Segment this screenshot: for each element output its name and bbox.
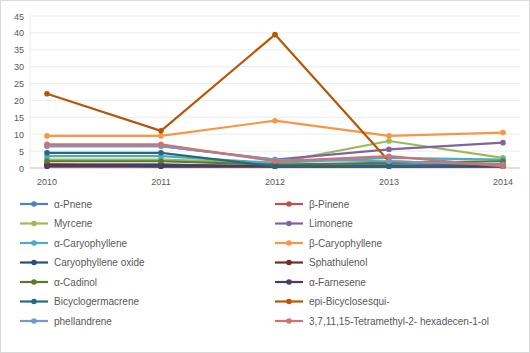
series-marker	[386, 147, 392, 153]
series-marker	[44, 150, 50, 156]
legend-marker	[31, 318, 37, 324]
chart-border	[1, 1, 530, 353]
plot-area	[44, 32, 506, 169]
series-marker	[386, 164, 392, 170]
series-marker	[44, 91, 50, 97]
series-marker	[158, 142, 164, 148]
series-marker	[272, 164, 278, 170]
series-marker	[386, 153, 392, 159]
legend-label: Limonene	[309, 218, 353, 229]
series-marker	[500, 164, 506, 170]
legend-marker	[31, 221, 37, 227]
y-tick-label: 30	[14, 62, 24, 72]
series-marker	[272, 164, 278, 170]
series-marker	[272, 164, 278, 170]
legend-marker	[286, 240, 292, 246]
series-marker	[158, 128, 164, 134]
legend-label: α-Caryophyllene	[54, 238, 127, 249]
y-tick-label: 45	[14, 12, 24, 22]
legend-marker	[31, 260, 37, 266]
y-tick-label: 5	[19, 147, 24, 157]
legend-marker	[286, 279, 292, 285]
grid-line	[30, 83, 520, 84]
grid-line	[30, 151, 520, 152]
series-marker	[272, 118, 278, 124]
series-marker	[158, 164, 164, 170]
series-marker	[44, 164, 50, 170]
series-marker	[272, 158, 278, 164]
series-marker	[272, 32, 278, 38]
legend-marker	[31, 299, 37, 305]
series-marker	[44, 158, 50, 164]
legend-label: α-Farnesene	[309, 277, 366, 288]
legend-marker	[286, 260, 292, 266]
legend-label: β-Pinene	[309, 199, 350, 210]
legend-label: 3,7,11,15-Tetramethyl-2- hexadecen-1-ol	[309, 316, 489, 327]
series-marker	[386, 164, 392, 170]
series-line	[47, 146, 503, 165]
series-marker	[44, 164, 50, 170]
series-marker	[272, 164, 278, 170]
grid-line	[30, 49, 520, 50]
series-marker	[158, 150, 164, 156]
legend-marker	[286, 201, 292, 207]
x-tick-label: 2011	[151, 177, 170, 187]
y-tick-label: 40	[14, 28, 24, 38]
legend-label: β-Caryophyllene	[309, 238, 382, 249]
legend-label: Bicyclogermacrene	[54, 296, 139, 307]
legend-label: Sphathulenol	[309, 257, 367, 268]
y-tick-label: 25	[14, 79, 24, 89]
legend-label: Caryophyllene oxide	[54, 257, 145, 268]
series-marker	[386, 133, 392, 139]
y-axis-line	[30, 16, 31, 168]
x-tick-label: 2010	[37, 177, 57, 187]
x-tick-label: 2012	[265, 177, 285, 187]
series-marker	[386, 164, 392, 170]
legend-marker	[31, 240, 37, 246]
y-tick-label: 15	[14, 113, 24, 123]
chart: 0 5 10 15 20 25 30 35 40 45 2010 2011 2012 2013 2014 α-…	[0, 0, 530, 353]
y-tick-label: 10	[14, 130, 24, 140]
legend-label: Myrcene	[54, 218, 93, 229]
series-marker	[386, 164, 392, 170]
series-marker	[386, 138, 392, 144]
series-marker	[158, 133, 164, 139]
legend-label: phellandrene	[54, 316, 112, 327]
x-tick-label: 2014	[493, 177, 513, 187]
series-marker	[158, 164, 164, 170]
series-marker	[386, 158, 392, 164]
y-tick-label: 20	[14, 96, 24, 106]
series-marker	[500, 164, 506, 170]
series-marker	[44, 133, 50, 139]
series-marker	[500, 140, 506, 146]
grid-line	[30, 100, 520, 101]
x-tick-label: 2013	[379, 177, 399, 187]
series-marker	[500, 164, 506, 170]
grid-line	[30, 66, 520, 67]
grid-line	[30, 117, 520, 118]
series-marker	[272, 164, 278, 170]
grid-line	[30, 16, 520, 17]
legend-label: epi-Bicyclosesqui-	[309, 296, 390, 307]
series-marker	[500, 130, 506, 136]
legend-marker	[286, 318, 292, 324]
legend-marker	[286, 299, 292, 305]
series-marker	[500, 164, 506, 170]
series-marker	[272, 164, 278, 170]
legend-label: α-Cadinol	[54, 277, 97, 288]
series-marker	[386, 164, 392, 170]
series-marker	[158, 164, 164, 170]
series-marker	[158, 158, 164, 164]
legend-label: α-Pnene	[54, 199, 92, 210]
legend-marker	[286, 221, 292, 227]
legend-marker	[31, 201, 37, 207]
series-line	[47, 144, 503, 166]
y-tick-label: 35	[14, 45, 24, 55]
series-marker	[44, 142, 50, 148]
y-tick-label: 0	[19, 164, 24, 174]
legend-marker	[31, 279, 37, 285]
series-marker	[386, 158, 392, 164]
